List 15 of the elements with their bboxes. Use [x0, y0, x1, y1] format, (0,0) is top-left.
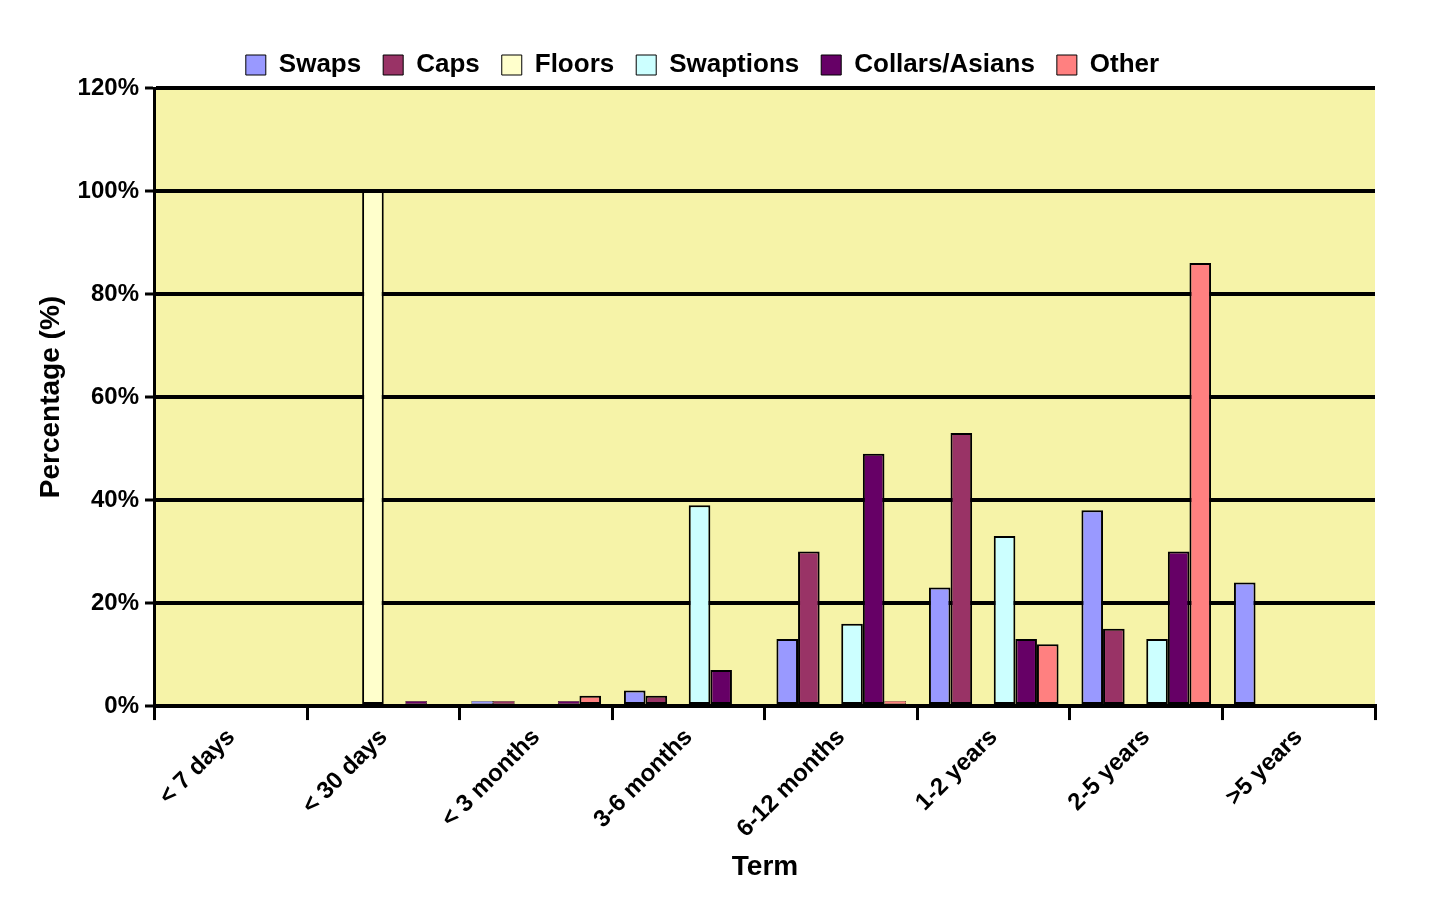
- x-axis-title: Term: [731, 849, 799, 881]
- y-tick-label: 40%: [90, 484, 139, 512]
- legend-label: Other: [1089, 48, 1160, 79]
- legend-label: Swaptions: [669, 48, 800, 79]
- y-tick-label: 0%: [104, 690, 139, 718]
- y-tick-label: 60%: [90, 381, 139, 409]
- y-tick-label: 20%: [90, 587, 139, 615]
- y-tick-label: 80%: [90, 278, 139, 306]
- y-tick-label: 100%: [77, 175, 139, 203]
- legend-label: Swaps: [278, 48, 362, 79]
- legend-label: Caps: [416, 48, 480, 79]
- legend-label: Floors: [534, 48, 615, 79]
- y-axis-title: Percentage (%): [33, 295, 65, 499]
- legend-label: Collars/Asians: [854, 48, 1035, 79]
- y-tick-label: 120%: [77, 72, 139, 100]
